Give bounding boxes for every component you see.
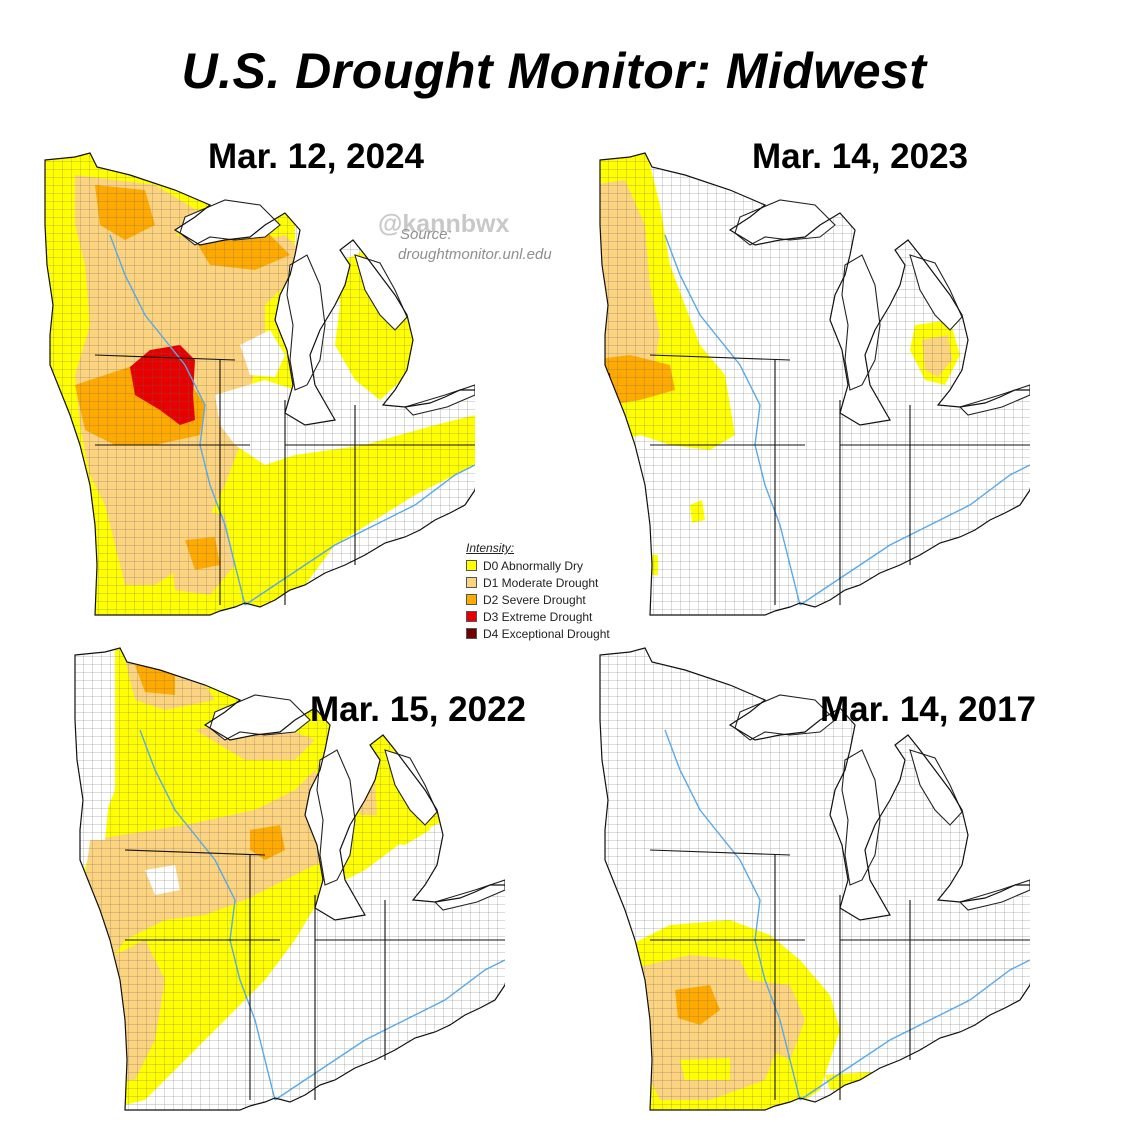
lake-erie	[403, 384, 475, 416]
watermark: @kannbwx	[378, 210, 510, 238]
state-lines	[649, 354, 1030, 605]
map-label-2017: Mar. 14, 2017	[820, 690, 1036, 729]
lake-michigan	[316, 749, 356, 886]
lake-michigan	[841, 749, 881, 886]
legend-label-d3: D3 Extreme Drought	[483, 609, 593, 624]
map-label-2022: Mar. 15, 2022	[310, 690, 526, 729]
map-label-2024: Mar. 12, 2024	[208, 137, 424, 176]
drought-map-2024	[44, 152, 475, 616]
legend-swatch-d3	[466, 611, 477, 622]
legend-label-d1: D1 Moderate Drought	[483, 575, 599, 590]
legend-item-d4: D4 Exceptional Drought	[466, 625, 610, 642]
lake-michigan	[841, 254, 881, 391]
lake-huron	[384, 749, 438, 826]
lake-huron	[354, 254, 408, 331]
drought-map-2017	[599, 647, 1030, 1111]
legend: Intensity: D0 Abnormally Dry D1 Moderate…	[466, 541, 610, 642]
source-note: Source: droughtmonitor.unl.edu	[398, 225, 552, 265]
legend-swatch-d2	[466, 594, 477, 605]
mississippi-river	[139, 729, 276, 1101]
legend-title: Intensity:	[466, 541, 515, 555]
legend-swatch-d0	[466, 560, 477, 571]
drought-map-2022	[74, 647, 505, 1111]
lake-michigan	[286, 254, 326, 391]
lake-erie	[958, 879, 1030, 911]
legend-swatch-d1	[466, 577, 477, 588]
mississippi-river	[664, 234, 801, 606]
state-lines	[124, 849, 505, 1100]
state-lines	[649, 849, 1030, 1100]
legend-item-d1: D1 Moderate Drought	[466, 574, 610, 591]
drought-map-2023	[599, 152, 1030, 616]
state-lines	[94, 354, 475, 605]
legend-swatch-d4	[466, 628, 477, 639]
legend-item-d2: D2 Severe Drought	[466, 591, 610, 608]
legend-item-d3: D3 Extreme Drought	[466, 608, 610, 625]
legend-label-d0: D0 Abnormally Dry	[483, 558, 584, 573]
d3-area	[600, 381, 604, 407]
mississippi-river	[109, 234, 246, 606]
lake-huron	[909, 254, 963, 331]
chart-title: U.S. Drought Monitor: Midwest	[181, 43, 927, 99]
map-label-2023: Mar. 14, 2023	[752, 137, 968, 176]
lake-erie	[433, 879, 505, 911]
lake-erie	[958, 384, 1030, 416]
source-label: Source:	[400, 226, 452, 243]
legend-item-d0: D0 Abnormally Dry	[466, 557, 610, 574]
legend-label-d2: D2 Severe Drought	[483, 592, 586, 607]
legend-label-d4: D4 Exceptional Drought	[483, 626, 610, 641]
source-url: droughtmonitor.unl.edu	[398, 246, 552, 263]
mississippi-river	[664, 729, 801, 1101]
lake-huron	[909, 749, 963, 826]
